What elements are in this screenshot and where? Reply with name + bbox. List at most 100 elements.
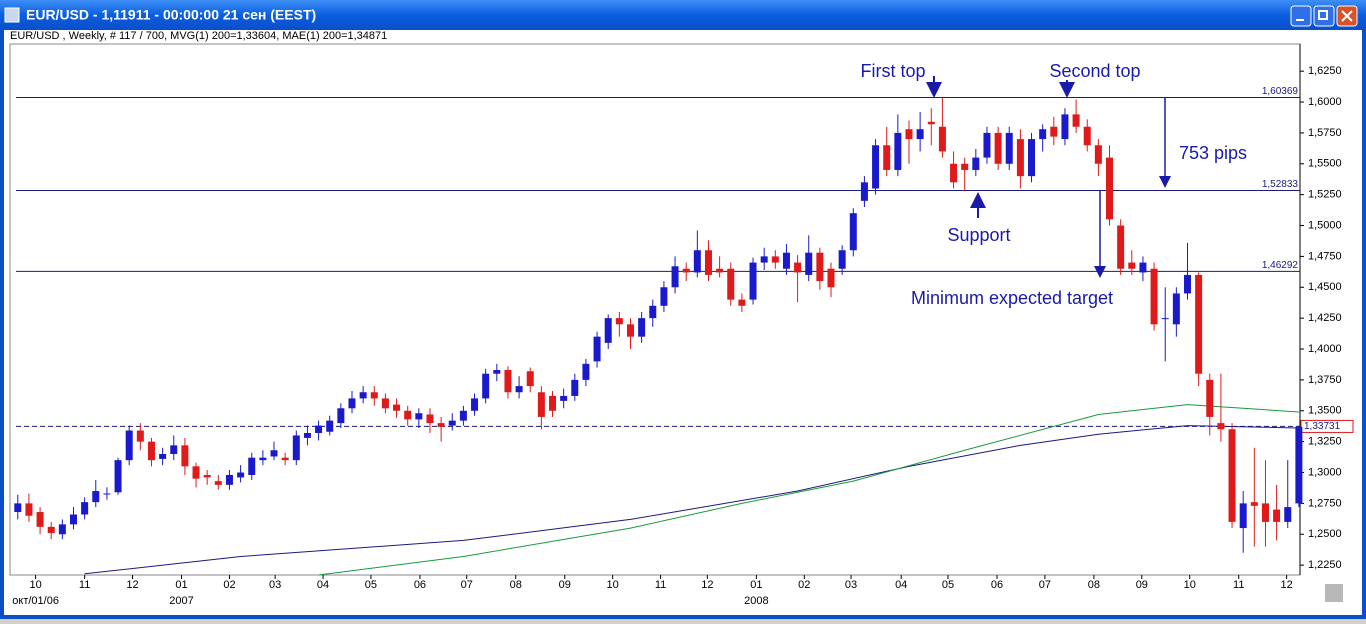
candle-body [1016,139,1024,177]
candle-body [626,324,634,337]
candle-body [136,430,144,442]
candle-body [493,370,501,374]
candle-body [1039,129,1047,140]
candle-body [147,441,155,461]
candle-body [649,305,657,319]
x-tick-label: 12 [701,579,713,591]
candle-body [604,318,612,343]
candle-body [738,299,746,306]
y-tick-label: 1,4000 [1308,343,1342,355]
candle-body [593,336,601,362]
candle-body [1150,268,1158,325]
y-tick-label: 1,3250 [1308,436,1342,448]
candle-body [983,132,991,158]
y-tick-label: 1,3500 [1308,405,1342,417]
candle-body [69,514,77,525]
y-tick-label: 1,5750 [1308,127,1342,139]
candle-body [782,252,790,269]
x-sublabel: окт/01/06 [12,595,59,607]
candle-body [1083,126,1091,146]
candle-body [671,266,679,288]
x-tick-label: 11 [79,579,90,591]
candle-body [749,262,757,300]
x-tick-label: 12 [126,579,138,591]
candle-body [270,450,278,457]
candle-body [927,121,935,125]
settings-icon[interactable] [1325,584,1343,602]
candle-body [560,395,568,401]
x-tick-label: 10 [29,579,41,591]
x-tick-label: 05 [942,579,954,591]
candle-body [482,373,490,399]
x-tick-label: 10 [1184,579,1196,591]
x-tick-label: 10 [607,579,619,591]
candle-body [794,262,802,273]
current-price-box [1300,419,1354,433]
x-sublabel: 2007 [169,595,193,607]
annotation: 753 pips [1179,143,1247,163]
candle-body [315,425,323,433]
x-tick-label: 08 [510,579,522,591]
candle-body [248,457,256,475]
x-tick-label: 01 [750,579,762,591]
candle-body [359,392,367,399]
candle-body [504,370,512,393]
maximize-button[interactable] [1313,5,1335,27]
x-tick-label: 07 [461,579,473,591]
candle-body [471,398,479,411]
candle-body [393,404,401,411]
title-bar [0,0,1366,30]
moving-average [318,404,1299,576]
level-label: 1,60369 [1262,86,1299,97]
candle-body [1217,423,1225,430]
candle-body [704,250,712,275]
candle-body [916,129,924,140]
level-label: 1,52833 [1262,179,1299,190]
candle-body [426,414,434,424]
current-price-label: 1,33731 [1304,421,1341,432]
candle-body [571,379,579,396]
candle-body [760,256,768,263]
candle-body [1183,274,1191,294]
candle-body [1072,114,1080,127]
candle-body [994,132,1002,164]
indicator-info: EUR/USD , Weekly, # 117 / 700, MVG(1) 20… [10,30,387,42]
y-tick-label: 1,4500 [1308,281,1342,293]
candle-body [1061,114,1069,140]
y-tick-label: 1,4750 [1308,250,1342,262]
candle-body [894,132,902,170]
candle-body [459,410,467,421]
candle-body [348,398,356,409]
y-tick-label: 1,6250 [1308,65,1342,77]
candle-body [838,250,846,269]
minimize-button[interactable] [1290,5,1312,27]
y-tick-label: 1,5500 [1308,158,1342,170]
candle-body [1261,503,1269,522]
candle-body [938,126,946,152]
annotation: Second top [1049,61,1140,81]
candle-body [827,268,835,288]
candle-body [638,318,646,337]
candle-body [1239,503,1247,529]
x-tick-label: 06 [414,579,426,591]
candle-body [370,392,378,399]
candle-body [47,526,55,534]
y-tick-label: 1,4250 [1308,312,1342,324]
candle-body [1128,262,1136,269]
x-tick-label: 11 [655,579,666,591]
candle-body [905,129,913,140]
x-tick-label: 07 [1039,579,1051,591]
x-tick-label: 11 [1233,579,1244,591]
candle-body [816,252,824,282]
y-tick-label: 1,2500 [1308,528,1342,540]
x-tick-label: 06 [991,579,1003,591]
x-tick-label: 01 [175,579,187,591]
x-sublabel: 2008 [744,595,768,607]
x-tick-label: 03 [269,579,281,591]
candle-body [1284,507,1292,522]
candle-body [103,493,111,495]
candle-body [25,503,33,516]
candle-body [537,392,545,417]
candle-body [615,318,623,325]
